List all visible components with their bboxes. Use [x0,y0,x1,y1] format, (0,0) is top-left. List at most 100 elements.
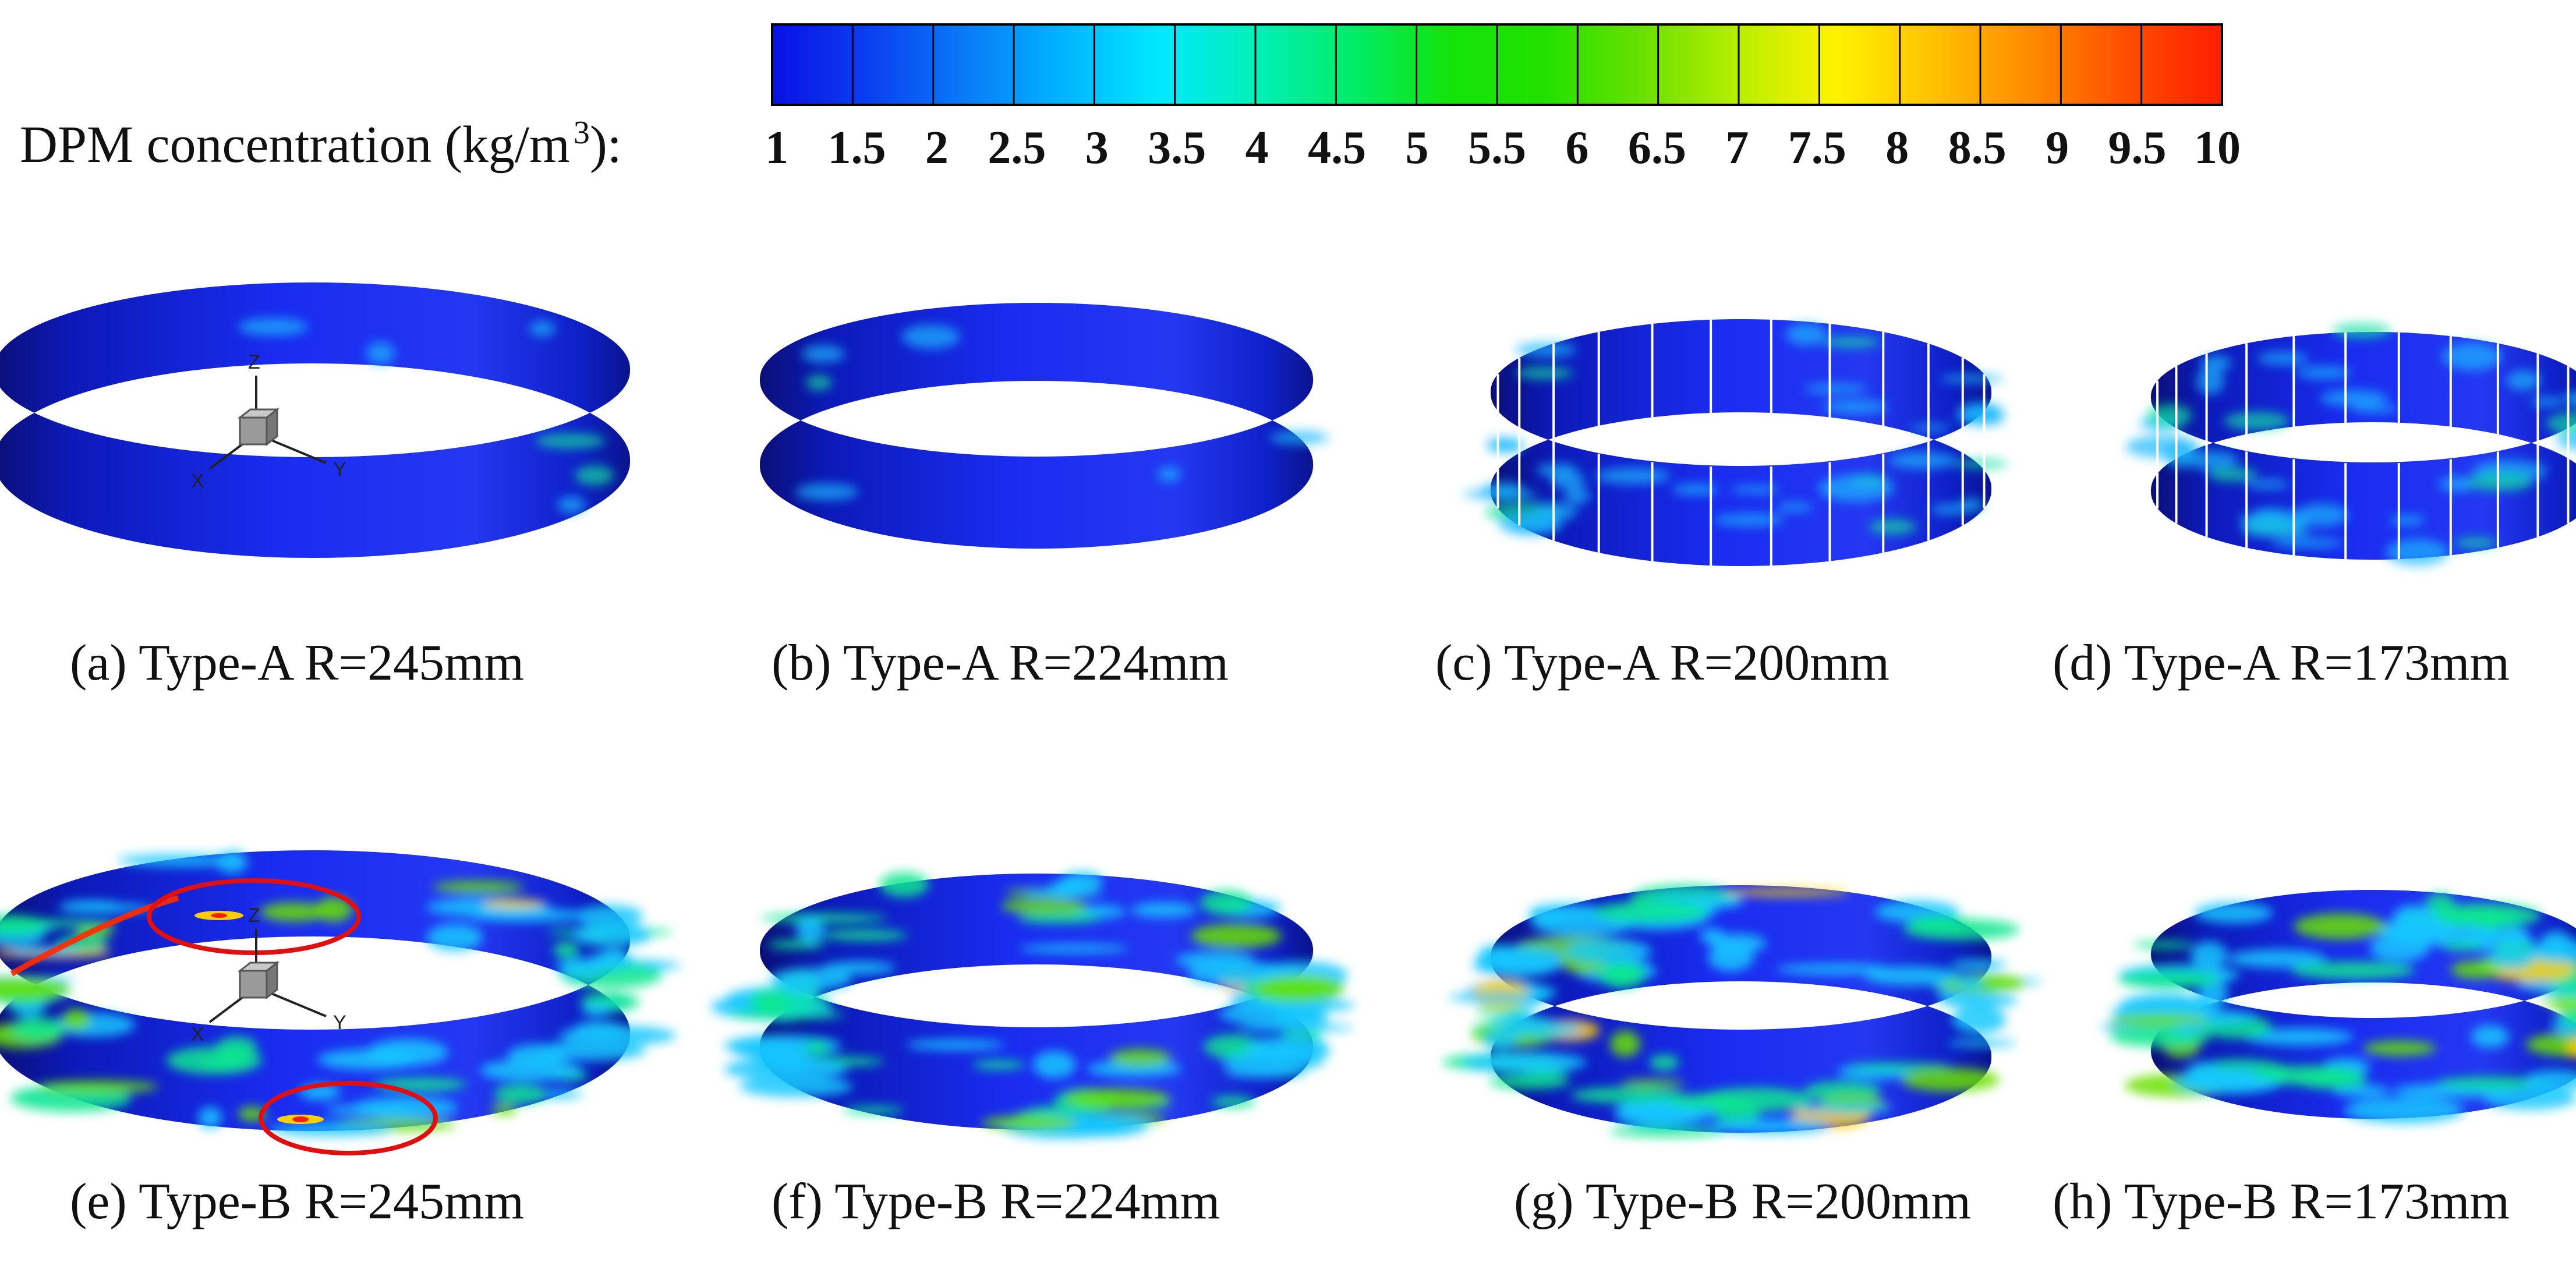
concentration-patch [1822,400,1889,413]
concentration-patch [558,1026,676,1046]
concentration-patch [2182,450,2238,470]
concentration-patch [1958,498,1984,512]
z-axis-label: Z [248,904,260,927]
concentration-patch [1593,901,1709,922]
ring-panel: Z X Y [0,282,630,558]
concentration-patch [491,1104,518,1115]
concentration-patch [2466,472,2533,492]
concentration-patch [1516,367,1574,380]
colorbar-tick-label: 6 [1565,122,1589,174]
ring-panel [760,303,1329,549]
concentration-patch [1700,928,1726,945]
concentration-patch [2351,404,2398,413]
concentration-patches [711,871,1354,1139]
concentration-patch [2133,941,2195,949]
panel-caption: (c) Type-A R=200mm [1435,635,1889,691]
concentration-patch [1528,909,1570,924]
concentration-patch [1803,384,1869,394]
concentration-patch [1448,993,1555,1002]
concentration-patch [1609,1126,1725,1137]
concentration-patch [1565,939,1653,964]
concentration-patch [575,904,643,928]
colorbar-tick-label: 8.5 [1948,122,2007,174]
concentration-patch [1668,1094,1739,1109]
concentration-patch [573,923,652,947]
concentration-patch [535,433,606,449]
concentration-patch [1200,890,1253,915]
concentration-patch [1864,966,1962,986]
concentration-patch [317,1049,419,1070]
concentration-patch [1236,1023,1354,1032]
concentration-patch [2245,479,2290,489]
concentration-patch [1956,975,1984,989]
concentration-patch [2111,1013,2209,1026]
concentration-patch [1001,898,1088,914]
triad-cube [239,970,268,999]
concentration-patch [575,465,614,486]
ring-panel [1463,319,2008,566]
x-axis-label: X [191,1023,204,1045]
concentration-patch [1499,512,1562,535]
hot-streak [10,895,179,977]
concentration-patch [1017,912,1101,924]
concentration-patch [2185,1062,2224,1090]
concentration-patch [269,1122,392,1136]
concentration-patch [1245,998,1354,1012]
colorbar-label-suffix: ): [589,116,622,174]
colorbar-tick-label: 2.5 [988,122,1046,174]
triad-cube-side [266,407,278,447]
concentration-patch [795,483,859,501]
concentration-patch [1954,459,2008,469]
concentration-patch [482,899,545,909]
highlight-circle [147,878,361,955]
concentration-patch [433,881,523,893]
concentration-patch [1211,1096,1255,1108]
ring-panel [711,871,1354,1139]
concentration-patches [795,324,1329,501]
concentration-patch [493,1084,547,1104]
concentration-patch [2561,1009,2576,1027]
concentration-patch [972,1060,1025,1070]
ring-opening [0,936,630,1033]
concentration-patch [1620,1079,1685,1088]
concentration-patch [2556,432,2576,450]
concentration-patch [1061,871,1103,891]
concentration-patch [536,1040,646,1061]
concentration-patch [2224,412,2290,430]
concentration-patch [0,915,48,936]
concentration-patch [1901,1067,2000,1092]
concentration-patch [805,375,832,391]
concentration-patch [2369,934,2430,962]
concentration-patch [879,872,929,897]
concentration-patch [11,1016,65,1041]
ring-panel [2125,323,2576,566]
concentration-patch [2196,368,2224,395]
concentration-patch [1672,483,1719,496]
ring-opening [760,381,1313,464]
concentration-patch [1937,993,2018,1008]
colorbar-tick-label: 5.5 [1468,122,1526,174]
concentration-patch [1033,1051,1076,1079]
colorbar-tick-label: 6.5 [1627,122,1686,174]
concentration-patch [2147,404,2192,427]
colorbar-tick-label: 2 [925,122,949,174]
concentration-patch [2566,1038,2576,1058]
concentration-patch [2491,948,2534,969]
concentration-patch [2471,1025,2510,1048]
concentration-patch [739,1076,853,1097]
concentration-patch [557,496,586,514]
ring-opening [2151,955,2576,1049]
concentration-patch [2118,970,2218,989]
concentration-patch [2200,355,2232,372]
concentration-patch [1056,1115,1149,1136]
concentration-patch [2540,931,2572,954]
concentration-patch [238,317,309,336]
concentration-patch [843,1106,904,1115]
hot-spot-core [211,913,227,918]
concentration-patch [1551,471,1585,490]
concentration-patch [1595,468,1671,485]
concentration-patches [2125,323,2576,566]
concentration-patch [2436,1076,2549,1090]
concentration-patch [1109,1049,1172,1066]
